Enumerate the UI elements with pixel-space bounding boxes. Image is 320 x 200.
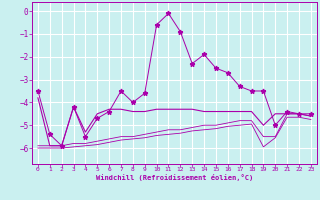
X-axis label: Windchill (Refroidissement éolien,°C): Windchill (Refroidissement éolien,°C) [96,174,253,181]
